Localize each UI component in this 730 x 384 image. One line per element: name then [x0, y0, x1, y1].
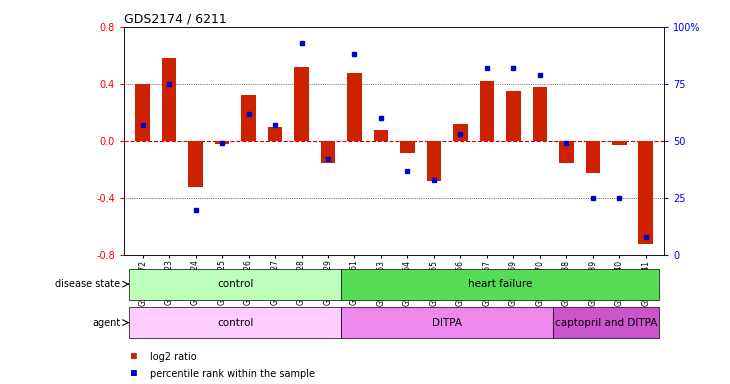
- Text: ■: ■: [131, 351, 137, 361]
- Bar: [506, 91, 520, 141]
- Bar: [242, 95, 256, 141]
- Bar: [426, 141, 441, 181]
- Bar: [480, 81, 494, 141]
- Bar: [135, 84, 150, 141]
- Bar: [585, 141, 600, 172]
- Text: control: control: [217, 279, 253, 289]
- Text: percentile rank within the sample: percentile rank within the sample: [150, 369, 315, 379]
- Bar: [347, 73, 362, 141]
- Bar: [400, 141, 415, 152]
- Bar: [294, 67, 309, 141]
- Bar: [553, 307, 659, 338]
- Bar: [341, 269, 659, 300]
- Text: control: control: [217, 318, 253, 328]
- Text: disease state: disease state: [55, 279, 120, 289]
- Bar: [320, 141, 335, 162]
- Bar: [129, 269, 341, 300]
- Bar: [268, 127, 283, 141]
- Text: agent: agent: [92, 318, 120, 328]
- Bar: [162, 58, 177, 141]
- Bar: [639, 141, 653, 244]
- Bar: [533, 87, 547, 141]
- Bar: [374, 130, 388, 141]
- Text: captopril and DITPA: captopril and DITPA: [555, 318, 657, 328]
- Bar: [559, 141, 574, 162]
- Bar: [453, 124, 468, 141]
- Text: GDS2174 / 6211: GDS2174 / 6211: [124, 13, 227, 26]
- Text: ■: ■: [131, 368, 137, 378]
- Text: log2 ratio: log2 ratio: [150, 352, 196, 362]
- Text: heart failure: heart failure: [468, 279, 532, 289]
- Bar: [612, 141, 626, 146]
- Bar: [215, 141, 229, 144]
- Bar: [188, 141, 203, 187]
- Bar: [341, 307, 553, 338]
- Text: DITPA: DITPA: [432, 318, 462, 328]
- Bar: [129, 307, 341, 338]
